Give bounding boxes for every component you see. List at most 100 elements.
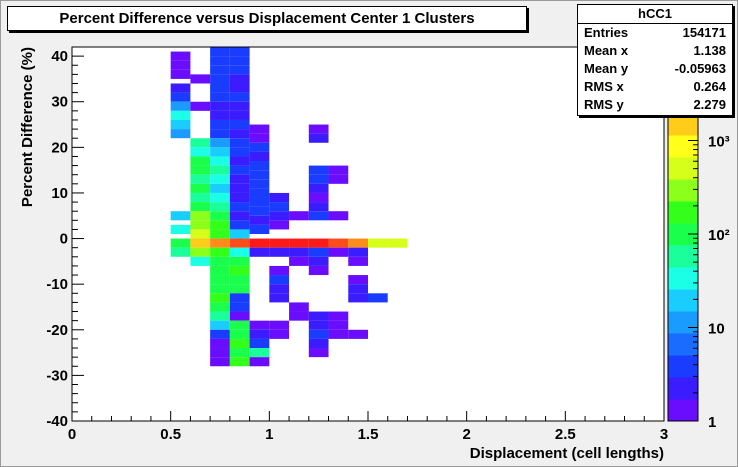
heatmap-cell xyxy=(210,47,230,57)
heatmap-cell xyxy=(269,275,290,285)
heatmap-cell xyxy=(308,211,329,221)
heatmap-cell xyxy=(170,224,191,234)
y-tick-label: -20 xyxy=(46,322,68,339)
heatmap-cell xyxy=(170,129,191,139)
y-tick-label: -10 xyxy=(46,276,68,293)
heatmap-cell xyxy=(289,238,309,248)
heatmap-cell xyxy=(249,224,270,234)
heatmap-cell xyxy=(308,311,329,321)
heatmap-cell xyxy=(387,238,408,248)
heatmap-cell xyxy=(328,174,349,184)
heatmap-cell xyxy=(210,156,230,166)
heatmap-cell xyxy=(229,101,250,111)
plot-frame xyxy=(72,47,664,421)
heatmap-cell xyxy=(308,265,329,276)
heatmap-cell xyxy=(210,101,230,111)
heatmap-cell xyxy=(308,124,329,134)
heatmap-cell xyxy=(190,174,211,184)
heatmap-cell xyxy=(229,165,250,175)
stats-row-entries: Entries 154171 xyxy=(578,24,732,42)
x-tick-label: 3 xyxy=(660,426,668,443)
heatmap-cell xyxy=(229,65,250,75)
heatmap-cell xyxy=(170,101,191,111)
heatmap-cell xyxy=(249,338,270,349)
stats-row-rms-y: RMS y 2.279 xyxy=(578,96,732,114)
heatmap-cell xyxy=(229,256,250,266)
heatmap-cell xyxy=(328,329,349,339)
heatmap-cell xyxy=(269,247,290,257)
stats-label: Entries xyxy=(584,25,629,40)
heatmap-cell xyxy=(249,188,270,198)
heatmap-cell xyxy=(249,170,270,180)
heatmap-cell xyxy=(229,211,250,221)
heatmap-cell xyxy=(190,229,211,239)
heatmap-cell xyxy=(249,179,270,189)
heatmap-cell xyxy=(229,156,250,166)
heatmap-cell xyxy=(229,320,250,330)
colorbar-tick-label: 10³ xyxy=(708,134,730,151)
heatmap-cell xyxy=(190,247,211,257)
heatmap-cell xyxy=(210,119,230,130)
heatmap-cell xyxy=(210,357,230,367)
heatmap-cell xyxy=(308,338,329,349)
stats-value: -0.05963 xyxy=(674,61,726,76)
chart-title-box: Percent Difference versus Displacement C… xyxy=(7,6,527,31)
stats-value: 2.279 xyxy=(693,97,726,112)
heatmap-cell xyxy=(249,124,270,134)
heatmap-cell xyxy=(269,220,290,230)
heatmap-cell xyxy=(229,192,250,203)
stats-value: 1.138 xyxy=(693,43,726,58)
heatmap-cell xyxy=(368,238,388,248)
heatmap-cell xyxy=(170,51,191,61)
heatmap-cell xyxy=(328,238,349,248)
heatmap-cell xyxy=(210,338,230,349)
x-axis-title: Displacement (cell lengths) xyxy=(470,445,664,462)
heatmap-cell xyxy=(210,202,230,212)
x-tick-label: 0 xyxy=(68,426,76,443)
stats-label: Mean y xyxy=(584,61,629,76)
heatmap-cell xyxy=(289,311,309,321)
stats-value: 0.264 xyxy=(693,79,726,94)
heatmap-cell xyxy=(308,256,329,266)
heatmap-cell xyxy=(170,211,191,221)
heatmap-cell xyxy=(170,60,191,70)
colorbar-segment xyxy=(668,289,698,312)
heatmap-cell xyxy=(229,311,250,321)
heatmap-cell xyxy=(368,293,388,303)
heatmap-cell xyxy=(229,229,250,239)
heatmap-cell xyxy=(308,348,329,358)
heatmap-cell xyxy=(348,256,368,266)
heatmap-cell xyxy=(190,138,211,148)
colorbar-segment xyxy=(668,311,698,334)
chart-title: Percent Difference versus Displacement C… xyxy=(59,10,475,27)
heatmap-cell xyxy=(249,142,270,152)
heatmap-cell xyxy=(249,197,270,207)
heatmap-cell xyxy=(170,69,191,79)
y-axis-title: Percent Difference (%) xyxy=(19,47,36,207)
heatmap-cell xyxy=(328,320,349,330)
stats-row-rms-x: RMS x 0.264 xyxy=(578,78,732,96)
heatmap-cell xyxy=(210,129,230,139)
heatmap-cell xyxy=(210,265,230,276)
heatmap-cell xyxy=(308,133,329,143)
heatmap-cell xyxy=(210,138,230,148)
colorbar-segment xyxy=(668,179,698,202)
stats-box: hCC1 Entries 154171 Mean x 1.138 Mean y … xyxy=(577,4,733,116)
heatmap-cell xyxy=(229,348,250,358)
heatmap-cell xyxy=(229,338,250,349)
heatmap-cell xyxy=(210,74,230,84)
heatmap-cell xyxy=(269,320,290,330)
heatmap-cell xyxy=(190,74,211,84)
heatmap-cell xyxy=(190,192,211,203)
heatmap-cell xyxy=(210,56,230,66)
colorbar-segment xyxy=(668,201,698,224)
heatmap-cell xyxy=(348,329,368,339)
heatmap-cell xyxy=(210,275,230,285)
heatmap-cell xyxy=(308,320,329,330)
heatmap-cell xyxy=(210,329,230,339)
stats-row-mean-x: Mean x 1.138 xyxy=(578,42,732,60)
heatmap-cell xyxy=(190,101,211,111)
heatmap-cell xyxy=(269,265,290,276)
heatmap-cell xyxy=(229,174,250,184)
